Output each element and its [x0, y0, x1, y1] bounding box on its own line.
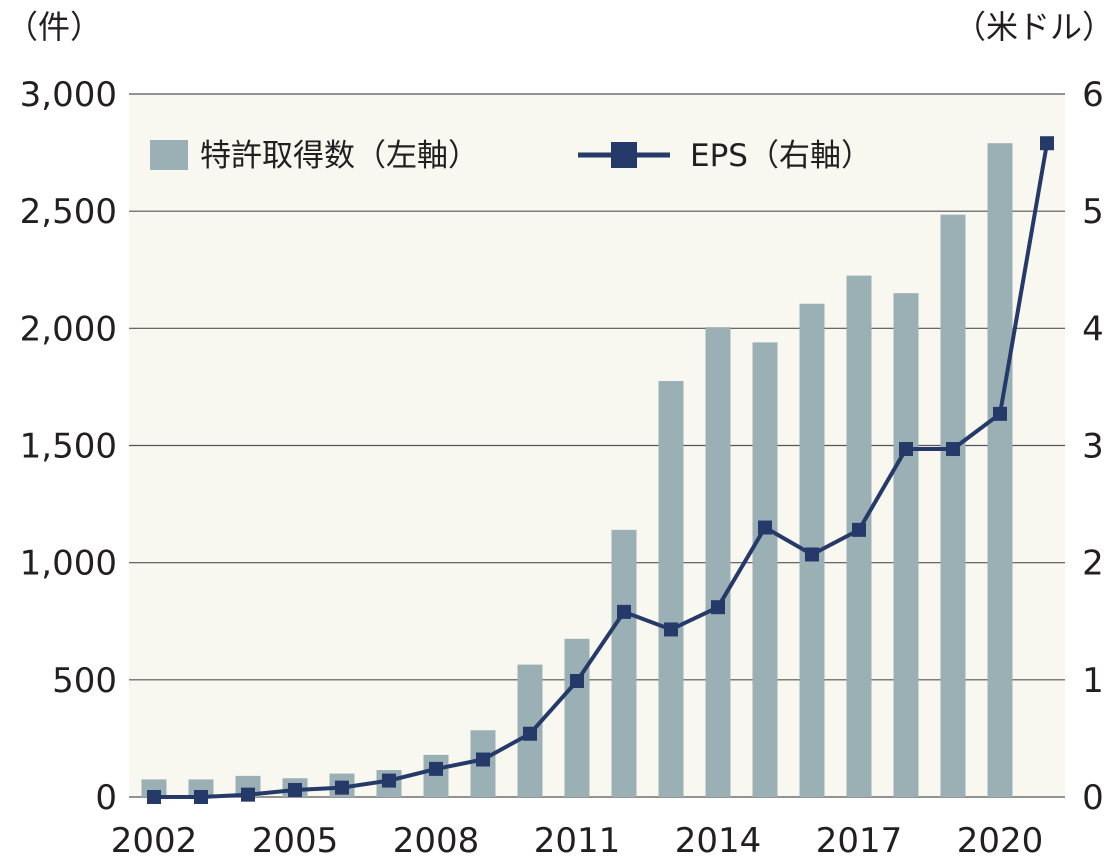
eps-point	[570, 674, 584, 689]
x-tick-label: 2002	[111, 821, 198, 860]
left-axis-ticks: 0 500 1,000 1,500 2,000 2,500 3,000	[20, 75, 117, 818]
eps-point	[476, 752, 490, 767]
eps-point	[852, 522, 866, 537]
eps-point	[241, 787, 255, 802]
legend-line-label: EPS（右軸）	[690, 138, 872, 174]
bar	[423, 754, 449, 797]
bar	[658, 381, 684, 797]
eps-point	[711, 600, 725, 615]
eps-point	[1040, 136, 1054, 151]
eps-point	[758, 520, 772, 535]
x-axis-ticks: 2002 2005 2008 2011 2014 2017 2020	[111, 821, 1044, 860]
bar	[705, 327, 731, 797]
y-right-tick-label: 2	[1082, 544, 1104, 584]
eps-point	[805, 547, 819, 562]
bar	[987, 143, 1013, 797]
y-right-tick-label: 4	[1082, 309, 1104, 349]
x-tick-label: 2011	[534, 821, 621, 860]
x-tick-label: 2014	[675, 821, 762, 860]
eps-point	[617, 604, 631, 619]
y-right-tick-label: 0	[1082, 778, 1104, 818]
legend-line-marker	[611, 142, 637, 168]
bar	[752, 342, 778, 797]
y-left-tick-label: 0	[95, 778, 117, 818]
y-right-tick-label: 1	[1082, 661, 1104, 701]
y-left-tick-label: 2,000	[20, 309, 117, 349]
y-right-tick-label: 6	[1082, 75, 1104, 115]
left-axis-unit: （件）	[6, 8, 102, 46]
y-left-tick-label: 1,500	[20, 427, 117, 467]
y-right-tick-label: 5	[1082, 192, 1104, 232]
right-axis-ticks: 0 1 2 3 4 5 6	[1082, 75, 1104, 818]
y-left-tick-label: 3,000	[20, 75, 117, 115]
bar	[611, 529, 637, 797]
eps-line	[154, 142, 1049, 799]
eps-point	[429, 761, 443, 776]
legend: 特許取得数（左軸） EPS（右軸）	[150, 138, 872, 174]
x-tick-label: 2020	[957, 821, 1044, 860]
legend-bar-label: 特許取得数（左軸）	[200, 138, 479, 174]
eps-point	[946, 442, 960, 457]
y-left-tick-label: 500	[52, 661, 117, 701]
y-right-tick-label: 3	[1082, 427, 1104, 467]
eps-point	[288, 782, 302, 797]
bar	[893, 293, 919, 797]
eps-point	[194, 790, 208, 804]
eps-point	[899, 442, 913, 457]
x-tick-label: 2008	[393, 821, 480, 860]
eps-point	[664, 622, 678, 637]
right-axis-unit: （米ドル）	[954, 8, 1114, 46]
y-left-tick-label: 2,500	[20, 192, 117, 232]
bar	[940, 214, 966, 798]
eps-point	[147, 790, 161, 804]
eps-point	[523, 726, 537, 741]
x-tick-label: 2005	[252, 821, 339, 860]
eps-points	[147, 136, 1054, 804]
y-left-tick-label: 1,000	[20, 544, 117, 584]
eps-point	[382, 773, 396, 788]
legend-bar-swatch	[150, 140, 188, 170]
x-tick-label: 2017	[816, 821, 903, 860]
bar	[564, 638, 590, 797]
eps-point	[335, 780, 349, 795]
eps-point	[993, 406, 1007, 421]
